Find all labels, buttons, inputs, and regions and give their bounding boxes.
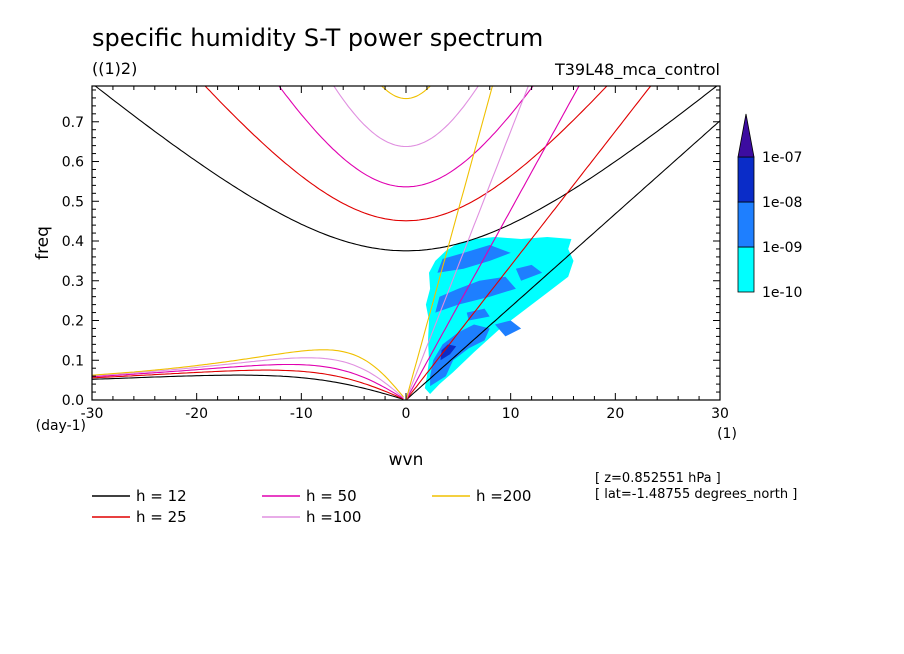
contour-fill-1-4	[515, 264, 543, 281]
x-tick-label: 10	[502, 406, 520, 422]
ig-curve-4	[380, 86, 432, 100]
kelvin-curve-2	[405, 86, 580, 400]
legend-label: h =100	[306, 508, 361, 526]
y-tick-label: 0.4	[62, 234, 84, 250]
y-tick-label: 0.6	[62, 155, 84, 171]
chart-title: specific humidity S-T power spectrum	[92, 24, 543, 52]
kelvin-curve-3	[405, 86, 529, 400]
kelvin-curve-4	[405, 86, 494, 400]
colorbar-segment	[737, 156, 755, 203]
legend-label: h = 50	[306, 487, 357, 505]
ig-curve-0	[94, 86, 718, 252]
colorbar-extension	[737, 113, 755, 158]
axis-ticks: -30 -20 -10 0 10 20 30 0.0 0.1 0.2 0.3 0.4 0.5 0.6 0.7	[62, 86, 729, 422]
dispersion-curves	[92, 86, 720, 400]
experiment-label: T39L48_mca_control	[554, 60, 720, 80]
chart-subtitle: ((1)2)	[92, 59, 137, 78]
latitude-info: [ lat=-1.48755 degrees_north ]	[595, 487, 797, 502]
x-tick-label: 20	[606, 406, 624, 422]
rossby-curve-4	[92, 349, 404, 398]
y-axis-label: freq	[33, 226, 53, 260]
y-unit-label: (day-1)	[36, 418, 86, 434]
ig-curve-3	[333, 86, 479, 148]
colorbar-label: 1e-07	[762, 150, 802, 166]
y-tick-label: 0.3	[62, 274, 84, 290]
y-tick-label: 0.5	[62, 194, 84, 210]
x-tick-label: -20	[185, 406, 208, 422]
legend-label: h = 12	[136, 487, 187, 505]
kelvin-curve-0	[405, 120, 720, 400]
level-info: [ z=0.852551 hPa ]	[595, 471, 721, 486]
ig-curve-1	[204, 86, 608, 222]
x-tick-label: -30	[81, 406, 104, 422]
x-tick-label: 0	[402, 406, 411, 422]
rossby-curve-0	[92, 374, 404, 400]
rossby-curve-3	[92, 357, 404, 399]
colorbar-label: 1e-10	[762, 285, 802, 301]
colorbar-segment	[737, 201, 755, 248]
y-tick-label: 0.1	[62, 353, 84, 369]
ig-curve-2	[278, 86, 534, 188]
legend: h = 12 h = 25 h = 50 h =100 h =200	[92, 487, 531, 526]
y-tick-label: 0.2	[62, 314, 84, 330]
x-tick-label: -10	[290, 406, 313, 422]
rossby-curve-1	[92, 369, 404, 400]
contour-fill-1-1	[435, 276, 516, 313]
contour-fill-2-0	[440, 344, 457, 361]
contour-fill-1-2	[437, 245, 511, 273]
contour-fill-1-3	[495, 320, 522, 337]
kelvin-curve-1	[405, 86, 652, 400]
contour-layer	[424, 237, 574, 394]
y-tick-label: 0.7	[62, 115, 84, 131]
colorbar-label: 1e-08	[762, 195, 802, 211]
y-tick-label: 0.0	[62, 393, 84, 409]
contour-fill-0-0	[424, 237, 574, 394]
legend-label: h = 25	[136, 508, 187, 526]
x-axis-label: wvn	[389, 450, 424, 470]
x-tick-label: 30	[711, 406, 729, 422]
rossby-curve-2	[92, 363, 404, 399]
x-unit-label: (1)	[717, 426, 737, 442]
colorbar-label: 1e-09	[762, 240, 802, 256]
contour-fill-1-0	[430, 324, 490, 387]
colorbar-segment	[737, 246, 755, 293]
legend-label: h =200	[476, 487, 531, 505]
colorbar: 1e-10 1e-09 1e-08 1e-07	[737, 113, 802, 301]
contour-fill-1-5	[466, 308, 490, 321]
